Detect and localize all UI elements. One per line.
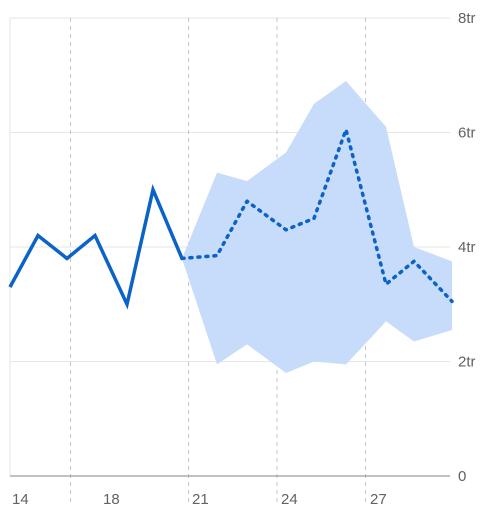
y-tick-label: 4tr bbox=[458, 239, 476, 256]
x-tick-label: 27 bbox=[370, 491, 387, 508]
x-tick-label: 14 bbox=[12, 491, 29, 508]
forecast-line bbox=[180, 127, 454, 304]
y-tick-label: 0 bbox=[458, 468, 466, 485]
confidence-band-layer bbox=[182, 80, 452, 373]
x-tick-label: 24 bbox=[281, 491, 298, 508]
y-tick-label: 6tr bbox=[458, 125, 476, 142]
history-line bbox=[8, 184, 184, 310]
series-lines-layer bbox=[8, 127, 454, 310]
tick-labels: 0 2tr 4tr 6tr 8tr 14 18 21 24 27 bbox=[12, 10, 476, 508]
x-tick-label: 21 bbox=[192, 491, 209, 508]
x-tick-label: 18 bbox=[103, 491, 120, 508]
y-tick-label: 2tr bbox=[458, 354, 476, 371]
y-tick-label: 8tr bbox=[458, 10, 476, 27]
confidence-band bbox=[182, 80, 452, 373]
